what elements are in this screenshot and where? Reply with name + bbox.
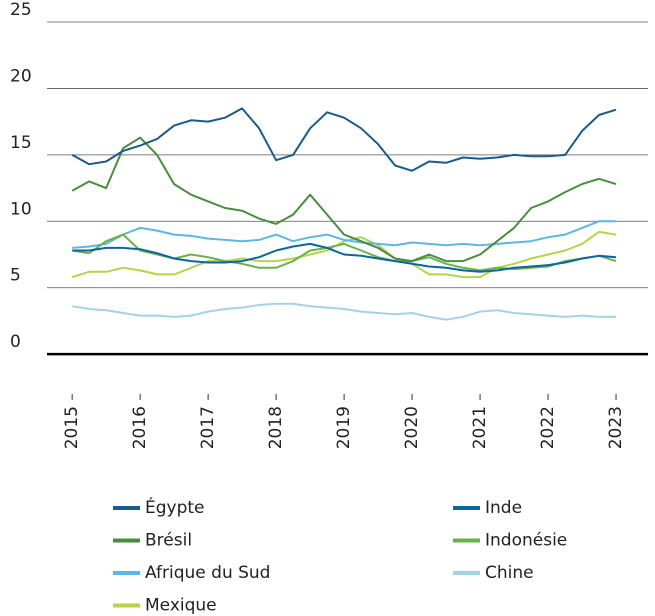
x-tick-label: 2017 (198, 406, 218, 449)
x-tick-label: 2016 (130, 406, 150, 449)
x-tick-label: 2015 (62, 406, 82, 449)
legend-label: Chine (485, 563, 534, 583)
legend-label: Brésil (145, 531, 192, 551)
legend-label: Indonésie (485, 531, 567, 551)
series-line (71, 230, 617, 279)
series-line (71, 107, 617, 172)
x-tick-label: 2021 (470, 406, 490, 449)
series-line (72, 242, 617, 273)
series-line (71, 136, 617, 263)
legend-label: Inde (485, 498, 522, 518)
y-tick-label: 10 (10, 199, 32, 219)
series-line (72, 220, 616, 249)
y-tick-label: 5 (10, 266, 21, 286)
y-tick-label: 15 (10, 133, 32, 153)
y-tick-label: 0 (10, 332, 21, 352)
x-tick-label: 2022 (538, 406, 558, 449)
legend-label: Mexique (145, 596, 217, 616)
y-tick-label: 25 (10, 0, 32, 20)
legend-label: Égypte (145, 496, 205, 518)
y-tick-label: 20 (10, 66, 32, 86)
series-line (72, 302, 616, 321)
x-tick-label: 2020 (402, 406, 422, 449)
x-tick-label: 2018 (266, 406, 286, 449)
x-tick-label: 2019 (334, 406, 354, 449)
x-tick-label: 2023 (606, 406, 626, 449)
legend-label: Afrique du Sud (145, 563, 270, 583)
